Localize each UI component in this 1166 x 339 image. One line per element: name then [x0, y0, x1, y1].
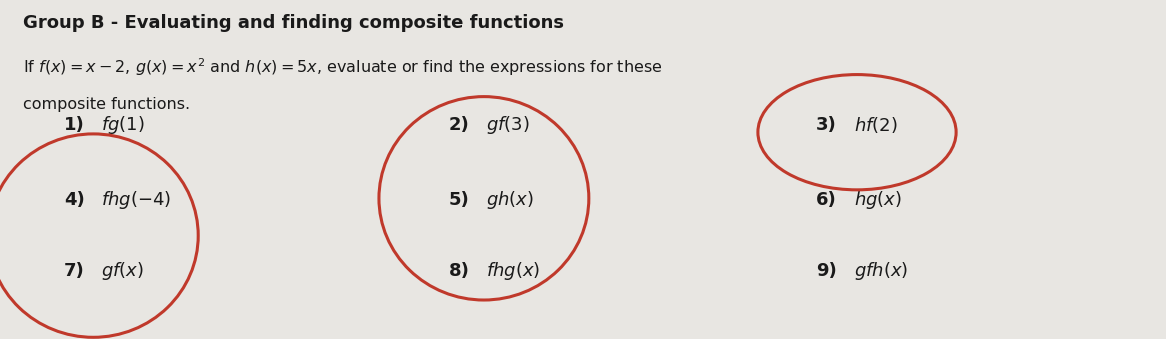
Text: 2): 2) [449, 116, 470, 135]
Text: 3): 3) [816, 116, 837, 135]
Text: $\mathit{gfh(x)}$: $\mathit{gfh(x)}$ [854, 260, 908, 282]
Text: $\mathit{fhg(x)}$: $\mathit{fhg(x)}$ [486, 260, 541, 282]
Text: Group B - Evaluating and finding composite functions: Group B - Evaluating and finding composi… [23, 14, 564, 32]
Text: $\mathit{fhg(- 4)}$: $\mathit{fhg(- 4)}$ [101, 189, 171, 211]
Text: 1): 1) [64, 116, 85, 135]
Text: $\mathit{fg(1)}$: $\mathit{fg(1)}$ [101, 115, 145, 136]
Text: 6): 6) [816, 191, 837, 209]
Text: 4): 4) [64, 191, 85, 209]
Text: 8): 8) [449, 262, 470, 280]
Text: 7): 7) [64, 262, 85, 280]
Text: 5): 5) [449, 191, 470, 209]
Text: $\mathit{gf(x)}$: $\mathit{gf(x)}$ [101, 260, 145, 282]
Text: $\mathit{hf(2)}$: $\mathit{hf(2)}$ [854, 116, 897, 135]
Text: 9): 9) [816, 262, 837, 280]
Text: If $f(x) = x - 2$, $g(x) = x^2$ and $h(x) = 5x$, evaluate or find the expression: If $f(x) = x - 2$, $g(x) = x^2$ and $h(x… [23, 56, 662, 78]
Text: $\mathit{hg(x)}$: $\mathit{hg(x)}$ [854, 189, 901, 211]
Text: $\mathit{gh(x)}$: $\mathit{gh(x)}$ [486, 189, 534, 211]
Text: $\mathit{gf(3)}$: $\mathit{gf(3)}$ [486, 115, 529, 136]
Text: composite functions.: composite functions. [23, 97, 190, 112]
